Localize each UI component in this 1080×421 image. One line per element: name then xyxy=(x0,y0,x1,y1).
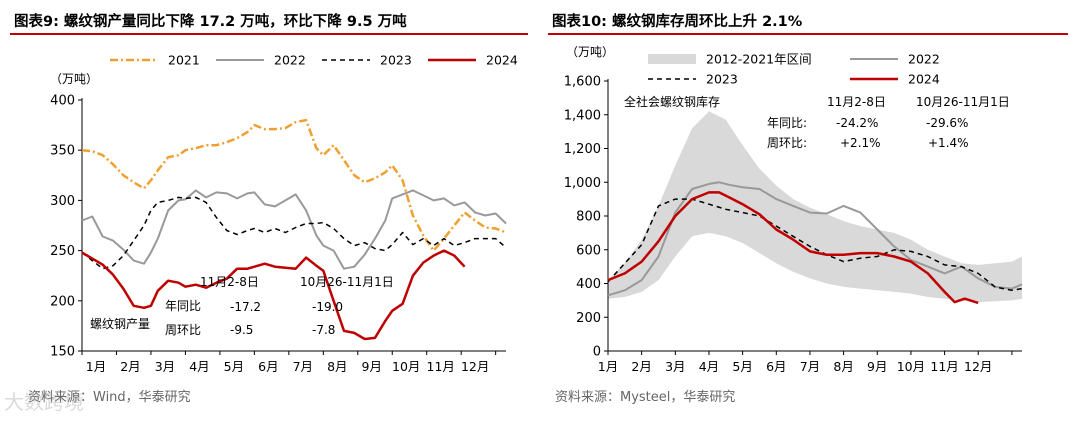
x-tick-label: 12月 xyxy=(964,359,992,374)
annotation-col1-header: 11月2-8日 xyxy=(827,95,886,109)
legend-label-2024: 2024 xyxy=(908,72,940,87)
left-chart-title: 图表9: 螺纹钢产量同比下降 17.2 万吨，环比下降 9.5 万吨 xyxy=(14,14,407,30)
annotation-series-label: 螺纹钢产量 xyxy=(90,317,150,331)
y-tick-label: 250 xyxy=(50,244,75,259)
y-unit-label: （万吨） xyxy=(50,72,98,86)
left-source-note: 资料来源：Wind，华泰研究 xyxy=(28,390,191,405)
x-tick-label: 7月 xyxy=(293,359,313,374)
legend-label-2021: 2021 xyxy=(168,53,200,68)
x-tick-label: 3月 xyxy=(155,359,175,374)
x-tick-label: 8月 xyxy=(833,359,853,374)
annotation-col2-header: 10月26-11月1日 xyxy=(916,95,1010,109)
x-tick-label: 5月 xyxy=(732,359,752,374)
x-tick-label: 12月 xyxy=(461,359,489,374)
y-tick-label: 1,400 xyxy=(564,108,601,123)
series-line-2023 xyxy=(607,198,1023,292)
x-tick-label: 8月 xyxy=(327,359,347,374)
y-tick-label: 1,600 xyxy=(564,75,601,90)
left-title-rule xyxy=(10,33,528,35)
y-tick-label: 1,200 xyxy=(564,142,601,157)
right-chart: 0 200 400 600 800 1,000 1,200 1,400 1,600 （万吨） 1月 2… xyxy=(564,45,1023,374)
annotation-label: 全社会螺纹钢库存 xyxy=(624,94,720,109)
annotation-row2-v2: -7.8 xyxy=(312,323,335,337)
x-tick-label: 1月 xyxy=(86,359,106,374)
annotation-row1-label: 年同比 xyxy=(165,299,201,313)
y-unit-label: （万吨） xyxy=(566,45,614,59)
x-tick-label: 11月 xyxy=(930,359,958,374)
x-tick-label: 2月 xyxy=(631,359,651,374)
left-chart: 150 200 250 300 350 400 （万吨） 1月 2月 3月 4月 5月 6月 7月 8月 9月… xyxy=(50,53,518,375)
x-tick-label: 1月 xyxy=(598,359,618,374)
x-tick-label: 10月 xyxy=(897,359,925,374)
annotation-col1-header: 11月2-8日 xyxy=(200,275,259,289)
y-tick-label: 0 xyxy=(593,345,601,360)
x-tick-label: 5月 xyxy=(224,359,244,374)
annotation-row1-v2: -29.6% xyxy=(926,116,968,130)
x-tick-label: 2月 xyxy=(120,359,140,374)
legend-label-band: 2012-2021年区间 xyxy=(706,52,812,67)
annotation-row2-v1: -9.5 xyxy=(230,323,253,337)
series-line-2024 xyxy=(607,191,979,305)
y-tick-label: 150 xyxy=(50,345,75,360)
right-chart-title: 图表10: 螺纹钢库存周环比上升 2.1% xyxy=(552,14,803,30)
legend-label-2022: 2022 xyxy=(274,53,306,68)
series-line-2022 xyxy=(607,181,1023,297)
x-tick-label: 4月 xyxy=(189,359,209,374)
x-tick-label: 6月 xyxy=(766,359,786,374)
annotation-row1-v1: -17.2 xyxy=(230,300,261,314)
y-tick-label: 800 xyxy=(576,210,601,225)
annotation-row2-label: 周环比: xyxy=(767,136,807,150)
series-line-2023 xyxy=(81,196,507,270)
y-tick-label: 200 xyxy=(50,294,75,309)
y-tick-label: 350 xyxy=(50,144,75,159)
x-tick-label: 3月 xyxy=(665,359,685,374)
right-title-rule xyxy=(548,33,1068,35)
x-tick-label: 6月 xyxy=(258,359,278,374)
legend-label-2023: 2023 xyxy=(706,72,738,87)
annotation-row1-v1: -24.2% xyxy=(836,116,878,130)
legend-swatch-band xyxy=(648,54,696,64)
annotation-row1-v2: -19.0 xyxy=(312,300,343,314)
annotation-col2-header: 10月26-11月1日 xyxy=(300,275,394,289)
x-tick-label: 9月 xyxy=(362,359,382,374)
series-line-2024 xyxy=(81,249,466,341)
legend-label-2024: 2024 xyxy=(486,53,518,68)
y-tick-label: 200 xyxy=(576,311,601,326)
x-tick-label: 10月 xyxy=(392,359,420,374)
y-tick-label: 300 xyxy=(50,194,75,209)
annotation-row1-label: 年同比: xyxy=(767,116,807,130)
y-tick-label: 400 xyxy=(576,277,601,292)
right-source-note: 资料来源：Mysteel，华泰研究 xyxy=(555,390,736,405)
series-line-2021 xyxy=(81,118,507,252)
x-tick-label: 7月 xyxy=(800,359,820,374)
annotation-row2-v1: +2.1% xyxy=(840,136,881,150)
x-tick-label: 4月 xyxy=(699,359,719,374)
y-tick-label: 1,000 xyxy=(564,176,601,191)
x-tick-label: 9月 xyxy=(867,359,887,374)
y-tick-label: 600 xyxy=(576,243,601,258)
annotation-row2-v2: +1.4% xyxy=(928,136,969,150)
annotation-row2-label: 周环比 xyxy=(165,323,201,337)
series-line-2022 xyxy=(81,189,507,270)
legend-label-2022: 2022 xyxy=(908,52,940,67)
y-tick-label: 400 xyxy=(50,94,75,109)
legend-label-2023: 2023 xyxy=(380,53,412,68)
x-tick-label: 11月 xyxy=(427,359,455,374)
